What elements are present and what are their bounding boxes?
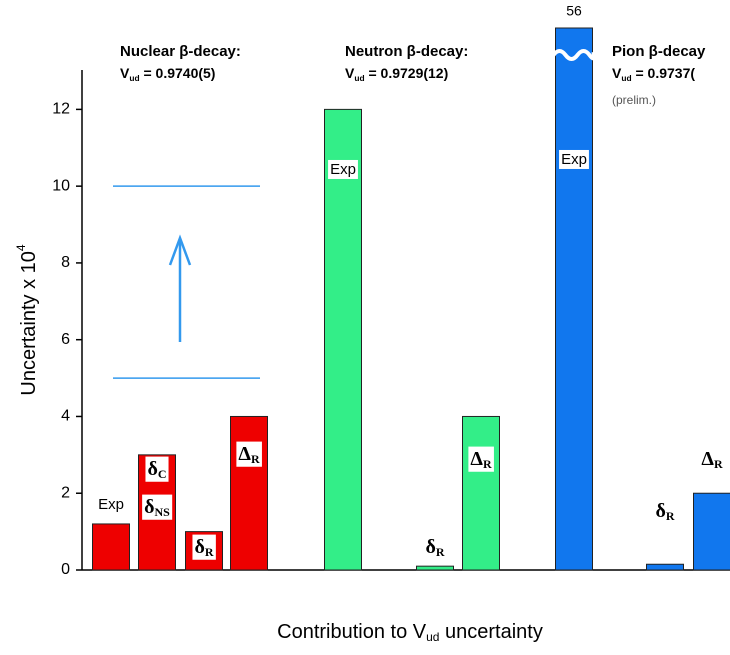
- y-tick-label: 6: [61, 331, 70, 348]
- group-note: (prelim.): [612, 93, 656, 107]
- label-box: [559, 149, 589, 169]
- y-tick-label: 0: [61, 561, 70, 578]
- y-tick-label: 8: [61, 254, 70, 271]
- text-part: ud: [129, 73, 139, 83]
- group-vud: Vud = 0.9737(: [612, 65, 695, 84]
- text-part: Contribution to V: [277, 621, 427, 643]
- axis-break: [551, 49, 596, 61]
- bar: [555, 27, 593, 571]
- text-part: δ: [194, 536, 204, 558]
- text-part: Exp: [98, 496, 124, 513]
- label-box: [142, 494, 173, 520]
- bar-label: δR: [425, 536, 444, 559]
- value-label: 56: [566, 3, 582, 19]
- group-title: Pion β-decay: [612, 43, 706, 60]
- text-part: = 0.9729(12): [365, 65, 449, 81]
- bar-label: Exp: [561, 151, 587, 168]
- y-tick-label: 10: [52, 177, 70, 194]
- text-part: V: [120, 65, 130, 81]
- arrow: [168, 234, 192, 342]
- text-part: Uncertainty x 10: [18, 251, 40, 396]
- text-part: 4: [14, 244, 28, 251]
- text-part: ud: [354, 73, 364, 83]
- bar-label: δR: [194, 536, 213, 559]
- text-part: Exp: [561, 151, 587, 168]
- text-part: = 0.9737(: [632, 65, 696, 81]
- y-tick-label: 12: [52, 101, 70, 118]
- text-part: R: [714, 457, 723, 471]
- bar: [92, 523, 130, 571]
- text-part: Δ: [470, 448, 483, 470]
- bar-label: δC: [147, 458, 166, 481]
- bar: [693, 492, 730, 571]
- text-part: R: [666, 509, 675, 523]
- text-part: Δ: [701, 448, 714, 470]
- text-part: V: [345, 65, 355, 81]
- label-box: [145, 456, 169, 482]
- text-part: C: [158, 467, 167, 481]
- text-part: Exp: [330, 161, 356, 178]
- bar: [230, 415, 268, 571]
- text-part: δ: [147, 458, 157, 480]
- text-part: δ: [655, 500, 665, 522]
- text-part: R: [205, 545, 214, 559]
- y-tick-label: 4: [61, 408, 70, 425]
- bar-label: Exp: [330, 161, 356, 178]
- text-part: R: [483, 457, 492, 471]
- text-part: R: [436, 545, 445, 559]
- bar-label: δR: [655, 500, 674, 523]
- group-title: Neutron β-decay:: [345, 43, 468, 60]
- group-vud: Vud = 0.9740(5): [120, 65, 215, 84]
- group-title: Nuclear β-decay:: [120, 43, 241, 60]
- bar: [462, 415, 500, 571]
- label-box: [328, 159, 358, 179]
- bar-label: ΔR: [238, 443, 260, 466]
- bar: [646, 563, 684, 571]
- text-part: ud: [426, 630, 439, 644]
- text-part: R: [251, 452, 260, 466]
- y-tick-label: 2: [61, 484, 70, 501]
- bar: [416, 565, 454, 571]
- text-part: = 0.9740(5): [140, 65, 216, 81]
- text-part: uncertainty: [439, 621, 542, 643]
- text-part: Δ: [238, 443, 251, 465]
- bar-label: ΔR: [701, 448, 723, 471]
- label-box: [468, 446, 494, 472]
- text-part: δ: [425, 536, 435, 558]
- bar-label: δNS: [144, 496, 170, 519]
- group-vud: Vud = 0.9729(12): [345, 65, 448, 84]
- text-part: δ: [144, 496, 154, 518]
- bar-label: ΔR: [470, 448, 492, 471]
- y-axis-title: Uncertainty x 104: [14, 244, 40, 396]
- bar-label: Exp: [98, 496, 124, 513]
- text-part: ud: [621, 73, 631, 83]
- text-part: NS: [155, 505, 171, 519]
- text-part: V: [612, 65, 622, 81]
- bar: [324, 108, 362, 571]
- label-box: [192, 534, 216, 560]
- x-axis-title: Contribution to Vud uncertainty: [277, 621, 543, 644]
- label-box: [236, 441, 262, 467]
